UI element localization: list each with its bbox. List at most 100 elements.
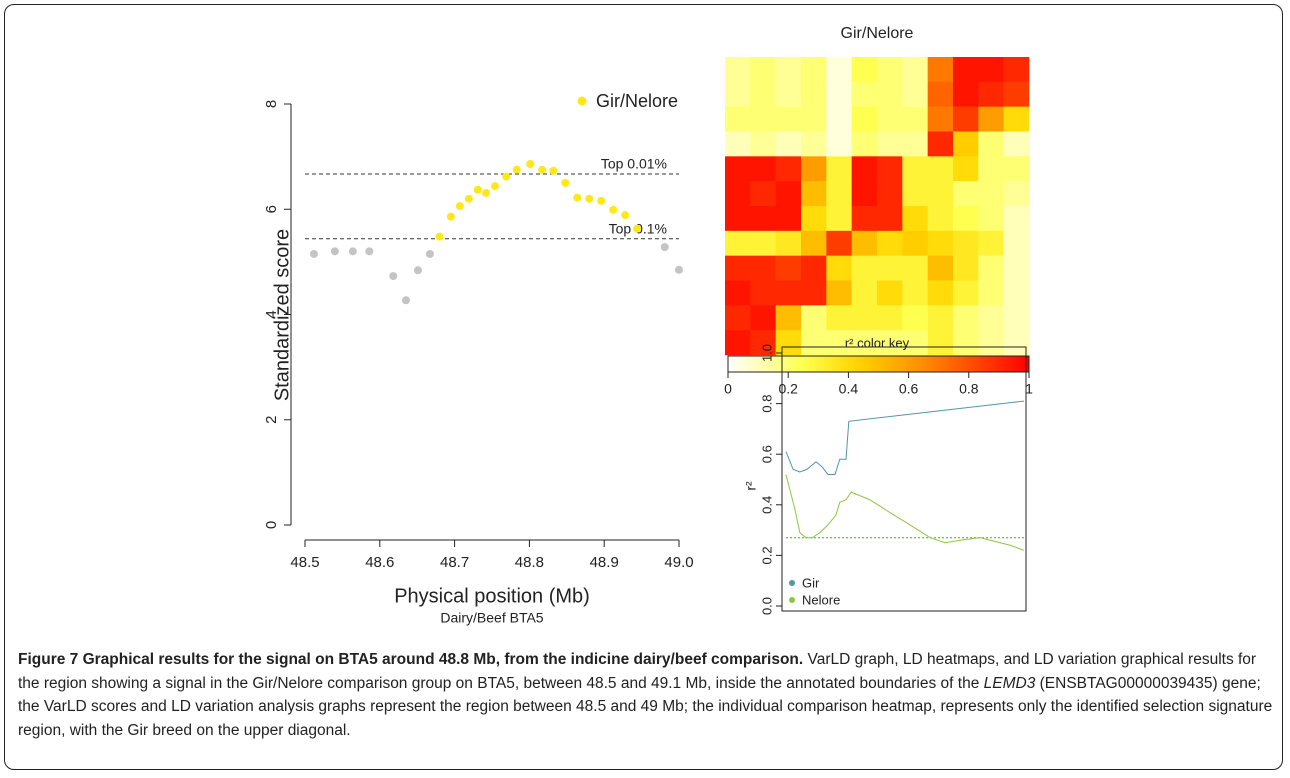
point bbox=[365, 247, 374, 256]
heatmap-cell bbox=[953, 330, 979, 356]
heatmap-cell bbox=[801, 156, 827, 182]
heatmap-cell bbox=[801, 106, 827, 132]
caption: Figure 7 Graphical results for the signa… bbox=[18, 648, 1274, 742]
heatmap-cell bbox=[877, 57, 903, 83]
heatmap-cell bbox=[1003, 206, 1030, 232]
heatmap-cell bbox=[1003, 81, 1030, 107]
heatmap-cell bbox=[801, 181, 827, 207]
point bbox=[561, 178, 570, 187]
point bbox=[455, 202, 464, 211]
point bbox=[585, 194, 594, 203]
heatmap-cell bbox=[978, 230, 1004, 256]
heatmap-cell bbox=[775, 206, 802, 232]
heatmap-cell bbox=[851, 57, 878, 83]
heatmap-cell bbox=[750, 131, 776, 157]
legend-label: Gir bbox=[802, 575, 820, 590]
heatmap-cell bbox=[826, 305, 852, 331]
heatmap-cell bbox=[851, 255, 878, 281]
heatmap-cell bbox=[801, 206, 827, 232]
heatmap-cell bbox=[750, 305, 776, 331]
legend-marker bbox=[789, 580, 795, 586]
heatmap-cell bbox=[877, 330, 903, 356]
point bbox=[309, 249, 318, 258]
heatmap-cell bbox=[877, 280, 903, 306]
heatmap-cell bbox=[927, 81, 954, 107]
heatmap-cell bbox=[877, 156, 903, 182]
point bbox=[526, 159, 535, 168]
heatmap-cell bbox=[801, 131, 827, 157]
heatmap-cell bbox=[927, 206, 954, 232]
threshold-label: Top 0.01% bbox=[601, 156, 667, 172]
legend-label: Nelore bbox=[802, 592, 840, 607]
point bbox=[473, 185, 482, 194]
heatmap-cell bbox=[1003, 131, 1030, 157]
point bbox=[348, 247, 357, 256]
heatmap-cell bbox=[801, 280, 827, 306]
heatmap-cell bbox=[1003, 305, 1030, 331]
heatmap-cell bbox=[826, 206, 852, 232]
y-tick-label: 0.2 bbox=[759, 546, 774, 564]
heatmap-cell bbox=[851, 156, 878, 182]
heatmap-cell bbox=[978, 156, 1004, 182]
heatmap-cell bbox=[902, 255, 928, 281]
heatmap-cell bbox=[851, 230, 878, 256]
point bbox=[446, 212, 455, 221]
x-tick-label: 48.9 bbox=[590, 554, 619, 571]
heatmap-cell bbox=[953, 106, 979, 132]
heatmap-cell bbox=[725, 305, 751, 331]
heatmap-cell bbox=[953, 305, 979, 331]
heatmap-cell bbox=[851, 181, 878, 207]
heatmap-cell bbox=[978, 181, 1004, 207]
heatmap-cell bbox=[1003, 106, 1030, 132]
heatmap-cell bbox=[826, 330, 852, 356]
heatmap-cell bbox=[750, 106, 776, 132]
point bbox=[502, 172, 511, 181]
y-tick-label: 2 bbox=[263, 416, 280, 424]
heatmap-cell bbox=[750, 330, 776, 356]
heatmap-cell bbox=[978, 81, 1004, 107]
heatmap-cell bbox=[725, 81, 751, 107]
y-tick-label: 0.6 bbox=[759, 445, 774, 463]
heatmap-cell bbox=[877, 305, 903, 331]
y-axis-label: r² bbox=[743, 481, 759, 491]
color-key-tick-label: 0.2 bbox=[778, 381, 798, 397]
caption-text: (ENSBTAG00000039435) gene; the VarLD sco… bbox=[18, 674, 1273, 739]
heatmap-cell bbox=[902, 280, 928, 306]
heatmap-cell bbox=[1003, 156, 1030, 182]
point bbox=[660, 243, 669, 252]
heatmap-cell bbox=[851, 305, 878, 331]
heatmap-cell bbox=[775, 106, 802, 132]
heatmap-cell bbox=[902, 305, 928, 331]
point bbox=[675, 265, 683, 274]
heatmap-cell bbox=[1003, 230, 1030, 256]
heatmap-cell bbox=[978, 57, 1004, 83]
heatmap-cell bbox=[978, 131, 1004, 157]
heatmap-cell bbox=[801, 81, 827, 107]
heatmap-cell bbox=[750, 57, 776, 83]
heatmap-cell bbox=[851, 131, 878, 157]
heatmap-cell bbox=[953, 57, 979, 83]
plot-frame bbox=[781, 346, 1027, 612]
x-tick-label: 49.0 bbox=[664, 554, 693, 571]
legend-label: Gir/Nelore bbox=[596, 91, 678, 111]
x-tick-label: 48.8 bbox=[515, 554, 544, 571]
heatmap-cell bbox=[851, 206, 878, 232]
heatmap-cell bbox=[1003, 280, 1030, 306]
heatmap-cell bbox=[953, 280, 979, 306]
x-tick-label: 48.5 bbox=[290, 554, 319, 571]
caption-text: VarLD graph, LD heatmaps, and LD variati… bbox=[18, 651, 1257, 692]
heatmap-cell bbox=[826, 131, 852, 157]
figure: 0 2 4 6 8 48.5 48.6 48.7 48.8 48.9 49.0 Standardize… bbox=[263, 25, 1033, 625]
heatmap-cell bbox=[927, 330, 954, 356]
heatmap-cell bbox=[902, 206, 928, 232]
heatmap-cell bbox=[725, 206, 751, 232]
legend-marker bbox=[789, 597, 795, 603]
heatmap-cell bbox=[927, 280, 954, 306]
heatmap-cell bbox=[927, 305, 954, 331]
heatmap-cell bbox=[978, 305, 1004, 331]
y-tick-label: 0.8 bbox=[759, 395, 774, 413]
line bbox=[785, 400, 1025, 475]
point bbox=[435, 232, 444, 241]
y-tick-label: 0.0 bbox=[759, 597, 774, 615]
heatmap-cell bbox=[775, 330, 802, 356]
